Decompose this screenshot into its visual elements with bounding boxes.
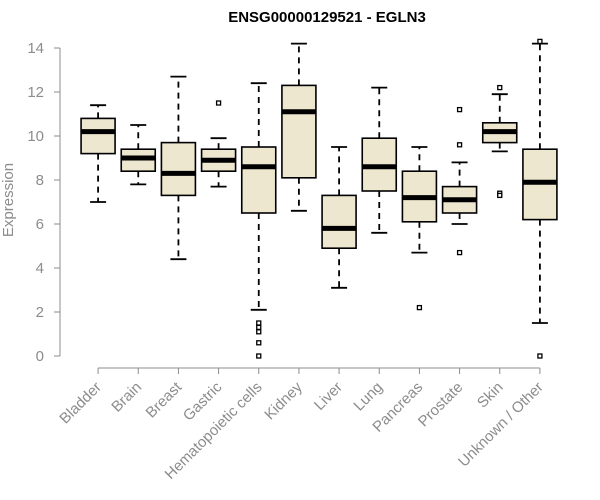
box xyxy=(321,194,357,249)
box xyxy=(160,141,197,197)
outlier-point xyxy=(416,304,423,311)
box-group xyxy=(281,42,317,212)
y-tick-label: 6 xyxy=(36,216,44,233)
box-group xyxy=(240,82,277,359)
outlier-point xyxy=(456,249,463,256)
box xyxy=(80,117,116,155)
box-group xyxy=(80,104,116,203)
y-tick-label: 12 xyxy=(27,84,44,101)
y-tick-label: 0 xyxy=(36,348,44,365)
x-tick-label: Bladder xyxy=(56,379,105,428)
box xyxy=(281,84,317,179)
box-group xyxy=(401,146,438,311)
outlier-point xyxy=(256,340,262,346)
box-group xyxy=(441,106,478,256)
outlier-point xyxy=(215,100,222,106)
chart-title: ENSG00000129521 - EGLN3 xyxy=(228,9,426,26)
outlier-point xyxy=(256,329,262,335)
y-tick-label: 2 xyxy=(36,304,44,321)
outlier-point xyxy=(256,353,262,359)
outlier-point xyxy=(537,38,543,45)
box-group xyxy=(120,124,157,186)
outlier-point xyxy=(497,192,503,199)
box-group xyxy=(160,75,197,261)
y-axis-title: Expression xyxy=(0,163,17,237)
boxes-group xyxy=(80,38,558,359)
box-group xyxy=(200,100,237,188)
outlier-point xyxy=(256,320,262,326)
x-tick-label: Kidney xyxy=(261,378,306,423)
y-tick-label: 14 xyxy=(27,40,44,57)
box-group xyxy=(361,86,398,234)
box xyxy=(240,146,277,214)
outlier-point xyxy=(456,106,463,113)
y-tick-label: 10 xyxy=(27,128,44,145)
outlier-point xyxy=(497,84,503,91)
y-tick-label: 4 xyxy=(36,260,44,277)
y-axis: 0 2 4 6 8 10 12 14 xyxy=(27,40,61,365)
x-tick-label: Breast xyxy=(143,378,186,421)
box-group xyxy=(522,38,558,359)
y-tick-label: 8 xyxy=(36,172,44,189)
x-tick-label: Liver xyxy=(311,379,346,414)
x-tick-label: Prostate xyxy=(415,379,467,431)
outlier-point xyxy=(456,142,463,148)
box-group xyxy=(321,146,357,289)
outlier-point xyxy=(256,324,262,331)
x-tick-label: Brain xyxy=(108,379,145,416)
outlier-point xyxy=(537,353,543,359)
x-tick-label: Skin xyxy=(474,379,507,412)
x-tick-label: Lung xyxy=(350,379,386,415)
box-group xyxy=(481,84,518,199)
